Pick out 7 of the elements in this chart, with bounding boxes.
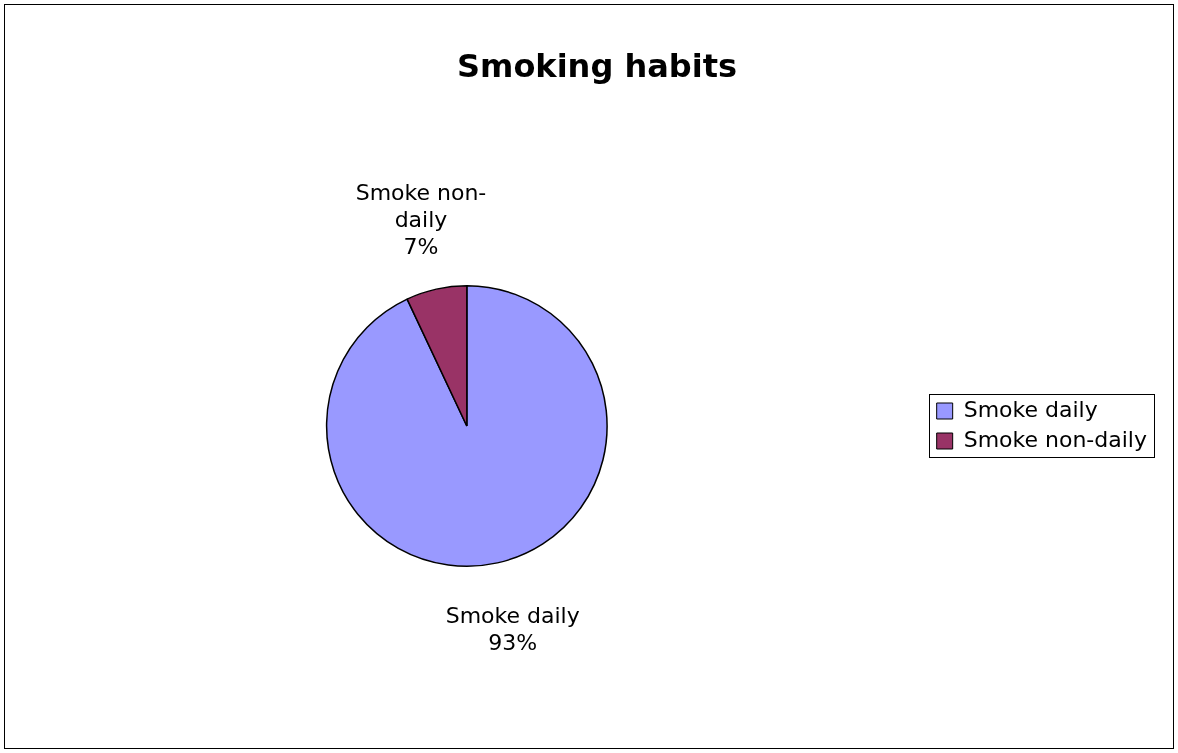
data-label: 7% [403,233,439,259]
legend-label: Smoke non-daily [963,426,1148,452]
slice-label: Smoke non-daily [355,179,487,232]
slice-label: Smoke daily [445,603,580,629]
data-label: 93% [488,630,538,656]
chart-title: Smoking habits [456,47,738,86]
legend-label: Smoke daily [963,396,1098,422]
